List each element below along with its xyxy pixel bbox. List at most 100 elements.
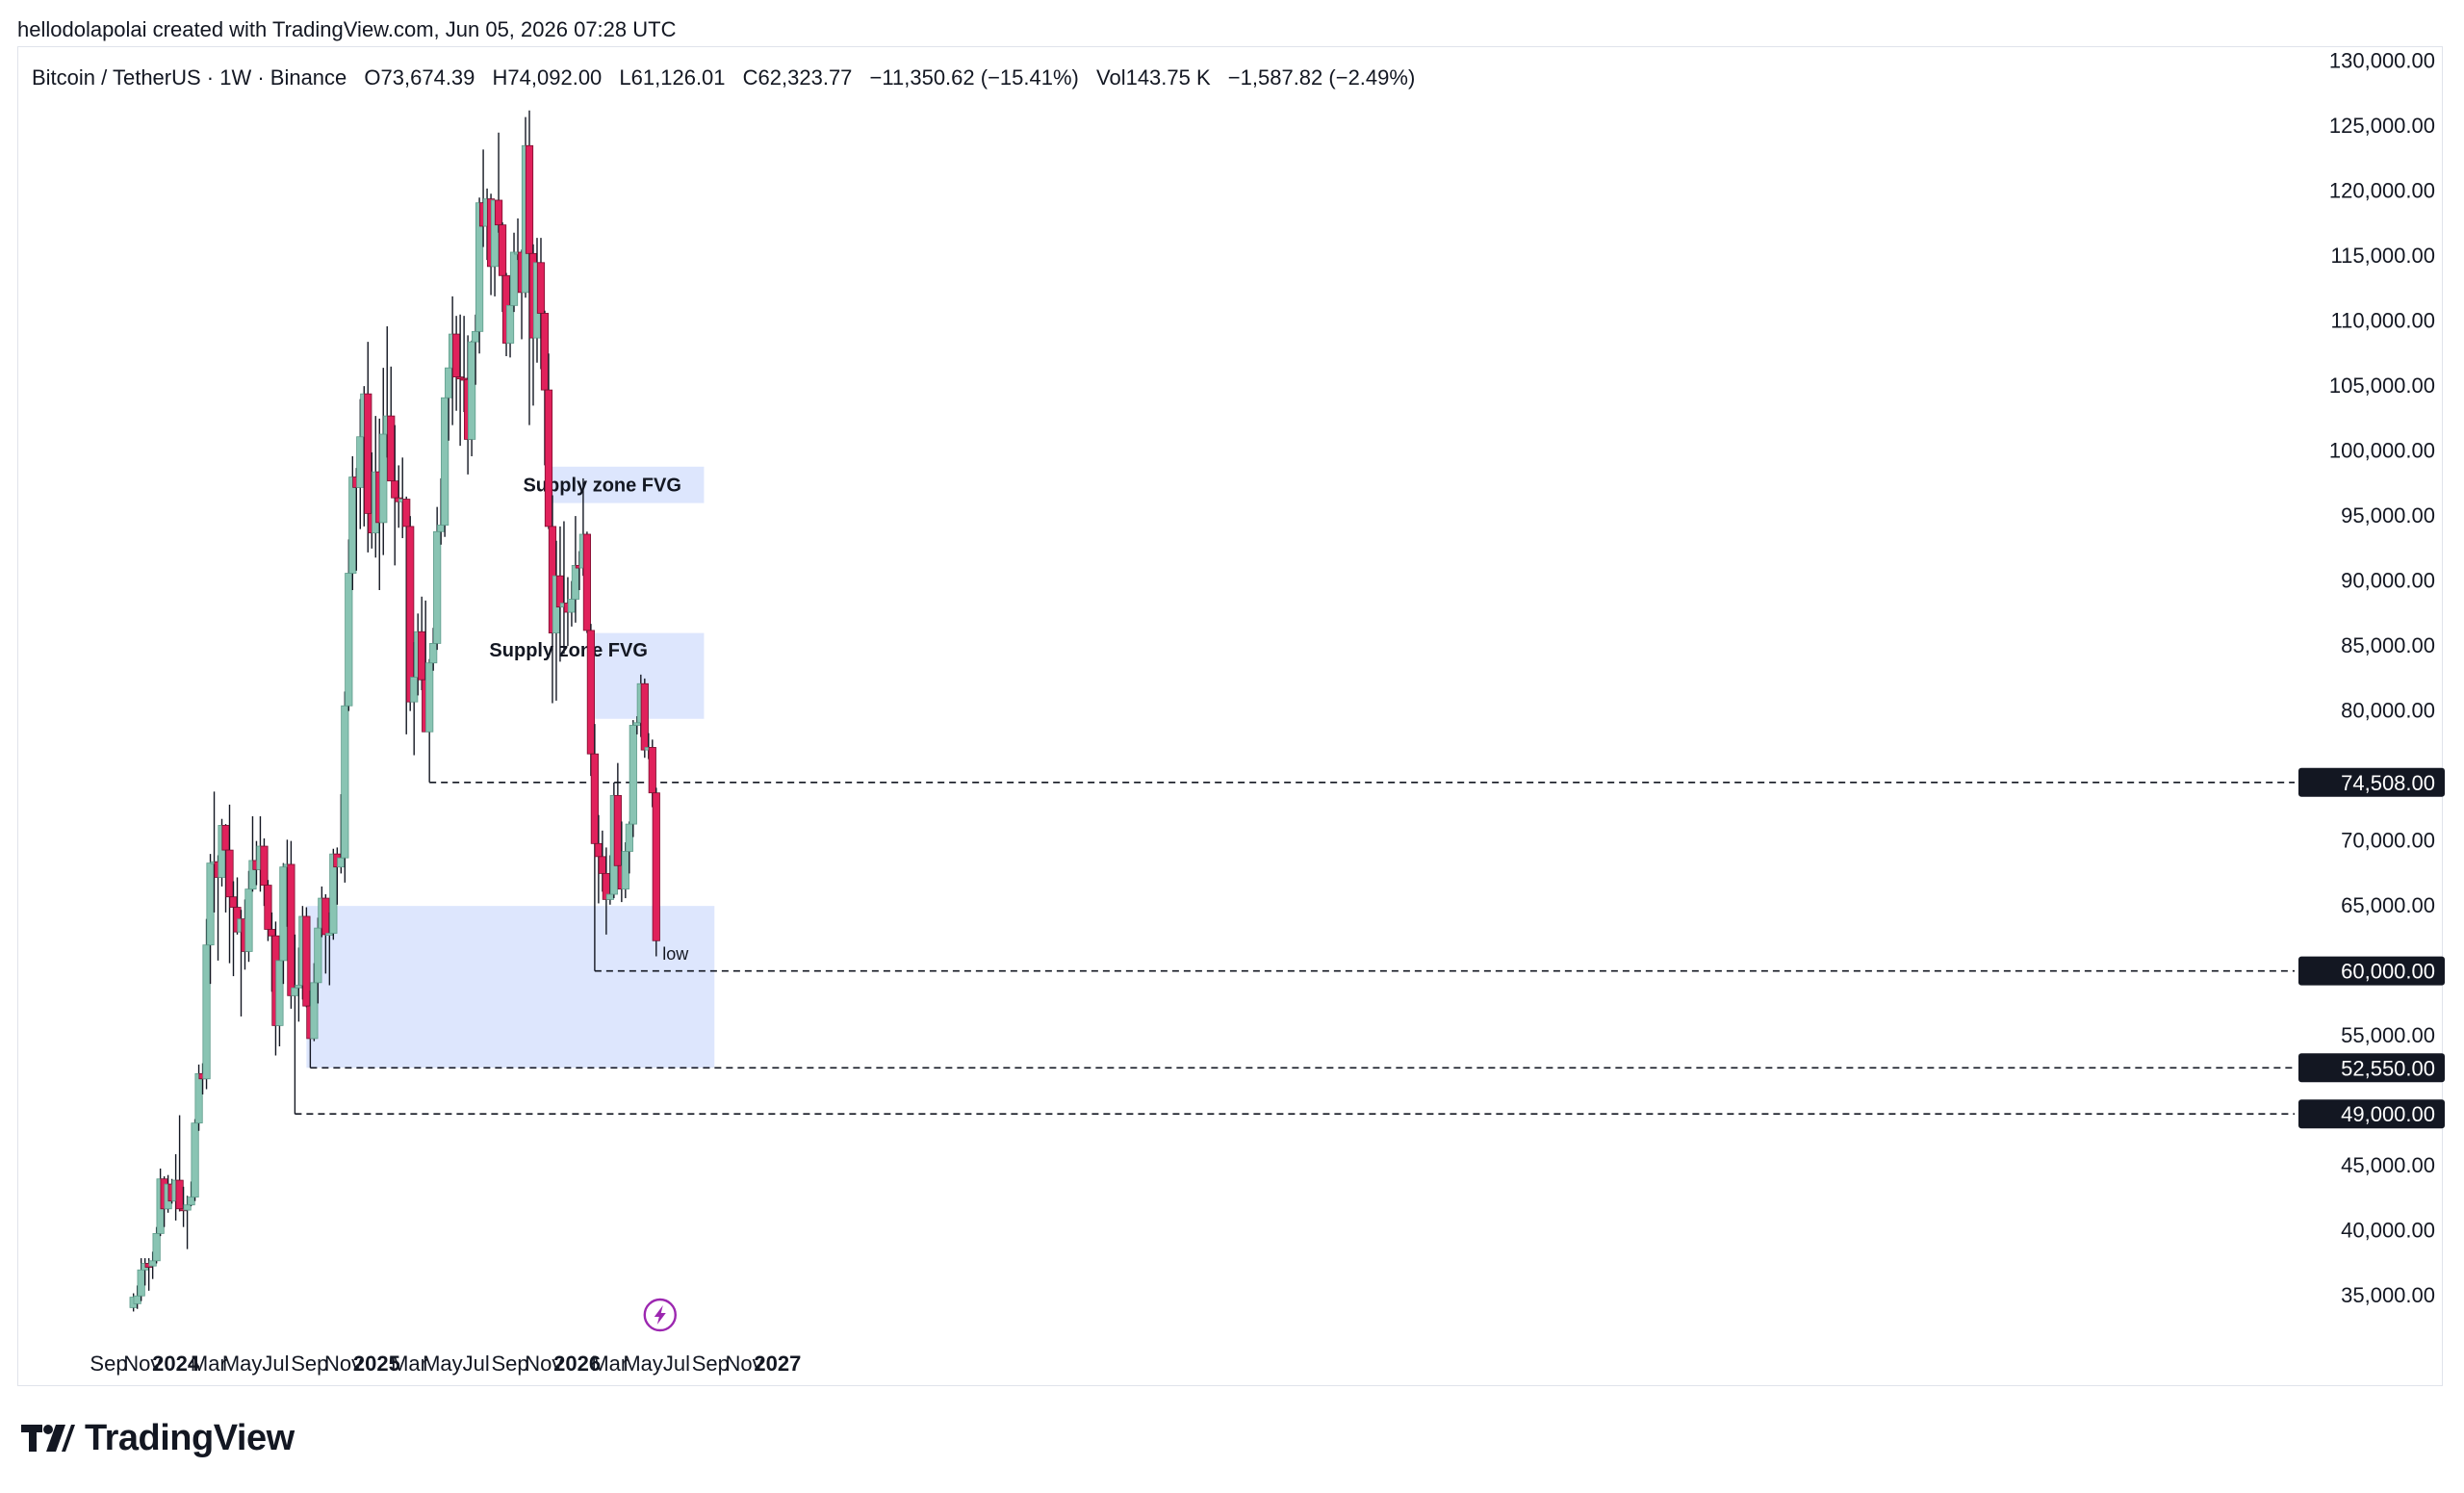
price-tick-label: 85,000.00 [2341, 633, 2435, 657]
tradingview-wordmark: TradingView [85, 1417, 295, 1458]
price-badge-label: 60,000.00 [2341, 960, 2435, 984]
price-badge-bg [2298, 1053, 2445, 1083]
candle-body [379, 433, 388, 524]
candle-body [567, 599, 577, 613]
candle [379, 368, 388, 555]
candle-body [175, 1179, 184, 1210]
time-tick-label: May [423, 1351, 463, 1376]
time-tick-label: Jul [663, 1351, 690, 1376]
candle-body [410, 677, 419, 703]
candle-body [441, 397, 449, 526]
price-badge-bg [2298, 767, 2445, 797]
lightning-bolt-icon [643, 1298, 677, 1332]
tradingview-logo-icon [21, 1425, 75, 1452]
candle-body [555, 575, 565, 608]
candle-body [429, 643, 438, 664]
candle [586, 624, 595, 777]
candle-body [183, 1204, 192, 1211]
price-badge-bg [2298, 1099, 2445, 1129]
candle-body [337, 857, 346, 868]
candle [582, 531, 592, 633]
candle-body [244, 888, 253, 952]
levels-layer [295, 781, 2295, 1116]
candle [640, 678, 649, 759]
candle-body [571, 565, 580, 600]
candle-body [133, 1295, 141, 1304]
price-tick-label: 115,000.00 [2331, 244, 2435, 268]
candle [275, 960, 284, 1046]
price-tick-label: 95,000.00 [2341, 503, 2435, 528]
legend-low: L61,126.01 [619, 65, 726, 90]
time-tick-label: Sep [692, 1351, 730, 1376]
candle-body [629, 725, 637, 825]
symbol-legend: Bitcoin / TetherUS · 1W · Binance O73,67… [32, 65, 1426, 90]
price-badge-label: 74,508.00 [2341, 771, 2435, 795]
candle-body [437, 525, 446, 532]
time-tick-label: Nov [123, 1351, 161, 1376]
candle-body [525, 144, 534, 254]
candle-body [287, 863, 295, 996]
time-tick-label: Mar [391, 1351, 427, 1376]
candle [248, 816, 257, 892]
candle-body [202, 944, 211, 1080]
price-badge: 52,550.00 [2298, 1053, 2445, 1083]
candle [191, 1119, 199, 1201]
candle [613, 762, 622, 866]
candle-body [540, 313, 550, 391]
legend-close: C62,323.77 [742, 65, 853, 90]
price-badge: 49,000.00 [2298, 1099, 2445, 1129]
candle-body [187, 1197, 195, 1206]
candle-body [229, 896, 238, 908]
candle-body [310, 982, 319, 1040]
candle-body [341, 705, 349, 859]
candle [509, 232, 519, 313]
price-tick-label: 80,000.00 [2341, 699, 2435, 723]
candle-body [364, 393, 372, 514]
time-tick-label: Sep [291, 1351, 328, 1376]
price-tick-label: 105,000.00 [2329, 373, 2435, 398]
candle-body [206, 862, 215, 946]
candle-body [582, 533, 592, 631]
price-chart[interactable]: Supply zone FVG Supply zone FVG 130,000.0… [0, 0, 2464, 1405]
supply-zone-rect [548, 466, 705, 503]
price-tick-label: 65,000.00 [2341, 893, 2435, 917]
price-tick-label: 110,000.00 [2331, 309, 2435, 333]
candle [287, 840, 295, 1009]
candle-body [260, 845, 269, 886]
time-tick-label: Jul [262, 1351, 289, 1376]
candle-body [498, 224, 507, 276]
time-tick-label: Nov [324, 1351, 362, 1376]
tradingview-brand[interactable]: TradingView [21, 1417, 295, 1458]
candle-body [621, 851, 629, 890]
candle-body [452, 333, 461, 378]
candle-body [536, 262, 546, 314]
candle-body [194, 1072, 203, 1124]
legend-symbol[interactable]: Bitcoin / TetherUS · 1W · Binance [32, 65, 347, 90]
candle-body [594, 842, 603, 858]
bolt-ring [643, 1298, 677, 1332]
candle-body [191, 1122, 199, 1198]
candle-body [632, 722, 641, 726]
candle [348, 455, 357, 591]
candle-body [509, 251, 519, 306]
low-annotation: low [662, 944, 689, 964]
time-tick-label: May [623, 1351, 663, 1376]
candle-body [345, 573, 353, 707]
candle-body [148, 1260, 157, 1267]
candle-body [137, 1269, 145, 1297]
candle [302, 907, 311, 1008]
candle [175, 1115, 184, 1212]
candle-body [613, 794, 622, 866]
candle-body [505, 304, 515, 344]
legend-volume: Vol143.75 K [1096, 65, 1211, 90]
supply-zone-label: Supply zone FVG [523, 476, 680, 497]
price-tick-label: 45,000.00 [2341, 1153, 2435, 1177]
candle-body [605, 893, 614, 900]
supply-zone-rect [306, 906, 715, 1068]
candle-body [279, 866, 288, 962]
chart-frame [17, 46, 2443, 1386]
bolt-glyph [654, 1305, 666, 1325]
candle-body [302, 915, 311, 1007]
price-tick-label: 55,000.00 [2341, 1023, 2435, 1047]
candles-layer [129, 110, 660, 1312]
